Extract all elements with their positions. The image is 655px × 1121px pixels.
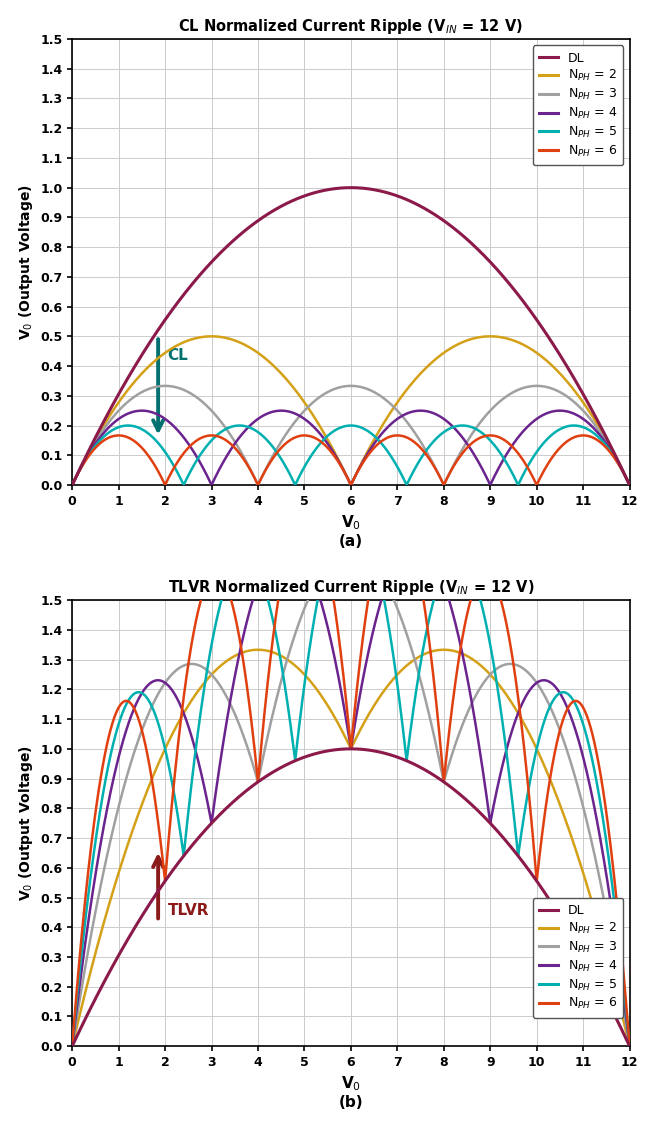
Text: CL: CL bbox=[168, 349, 188, 363]
Legend: DL, N$_{PH}$ = 2, N$_{PH}$ = 3, N$_{PH}$ = 4, N$_{PH}$ = 5, N$_{PH}$ = 6: DL, N$_{PH}$ = 2, N$_{PH}$ = 3, N$_{PH}$… bbox=[533, 45, 624, 165]
X-axis label: V$_0$: V$_0$ bbox=[341, 513, 361, 532]
Title: CL Normalized Current Ripple (V$_{IN}$ = 12 V): CL Normalized Current Ripple (V$_{IN}$ =… bbox=[178, 17, 523, 36]
Text: (a): (a) bbox=[339, 534, 363, 549]
Title: TLVR Normalized Current Ripple (V$_{IN}$ = 12 V): TLVR Normalized Current Ripple (V$_{IN}$… bbox=[168, 577, 534, 596]
Text: TLVR: TLVR bbox=[168, 904, 209, 918]
Text: (b): (b) bbox=[339, 1095, 364, 1110]
Legend: DL, N$_{PH}$ = 2, N$_{PH}$ = 3, N$_{PH}$ = 4, N$_{PH}$ = 5, N$_{PH}$ = 6: DL, N$_{PH}$ = 2, N$_{PH}$ = 3, N$_{PH}$… bbox=[533, 898, 624, 1018]
X-axis label: V$_0$: V$_0$ bbox=[341, 1074, 361, 1093]
Y-axis label: V$_0$ (Output Voltage): V$_0$ (Output Voltage) bbox=[16, 745, 35, 901]
Y-axis label: V$_0$ (Output Voltage): V$_0$ (Output Voltage) bbox=[16, 184, 35, 340]
